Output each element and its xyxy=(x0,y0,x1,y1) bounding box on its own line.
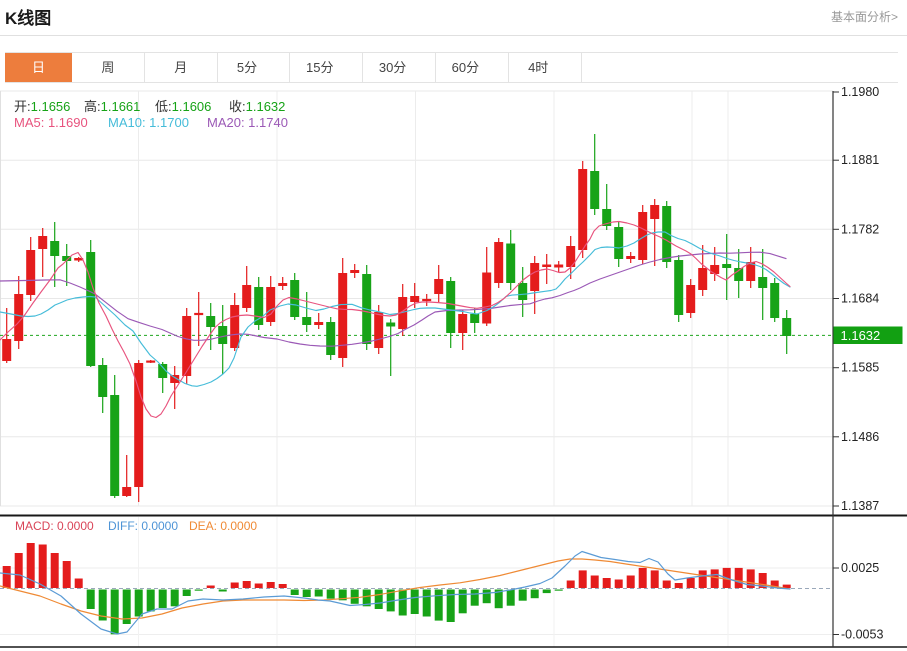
svg-text:1.1684: 1.1684 xyxy=(841,292,879,306)
svg-text:1.1486: 1.1486 xyxy=(841,430,879,444)
svg-text:1.1782: 1.1782 xyxy=(841,222,879,236)
svg-text:1.1387: 1.1387 xyxy=(841,499,879,513)
svg-text:1.1632: 1.1632 xyxy=(841,328,881,343)
svg-text:1.1585: 1.1585 xyxy=(841,361,879,375)
svg-text:1.1881: 1.1881 xyxy=(841,153,879,167)
svg-text:-0.0053: -0.0053 xyxy=(841,628,883,642)
svg-text:1.1980: 1.1980 xyxy=(841,85,879,99)
svg-text:0.0025: 0.0025 xyxy=(841,561,879,575)
